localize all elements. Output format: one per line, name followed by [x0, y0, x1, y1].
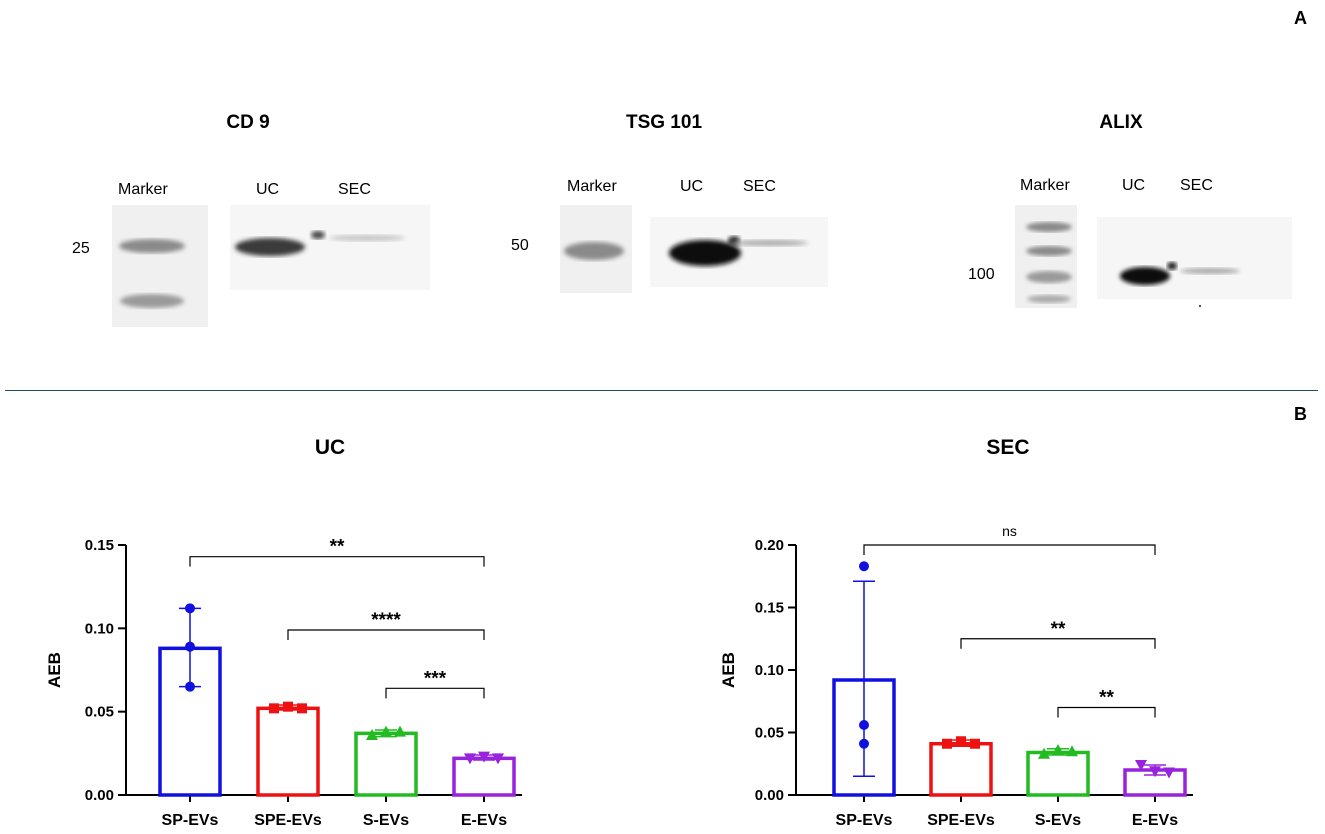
significance-label: ** — [330, 537, 345, 558]
y-tick-label: 0.15 — [85, 537, 114, 554]
x-tick-label: S-EVs — [1035, 812, 1081, 829]
chart-uc: UC 0.00 0.05 0.10 0.15 AEB SP-EVs SPE-EVs S-EVs E… — [45, 436, 522, 829]
y-tick-label: 0.15 — [755, 600, 784, 617]
bar — [256, 706, 320, 797]
x-tick-label: SPE-EVs — [254, 812, 322, 829]
bar — [354, 731, 418, 797]
data-point — [297, 703, 307, 714]
data-point — [366, 729, 378, 740]
y-tick-label: 0.20 — [755, 537, 784, 554]
y-tick-label: 0.10 — [755, 662, 784, 679]
blot-title-tsg101: TSG 101 — [625, 112, 703, 133]
x-tick-label: E-EVs — [1132, 812, 1178, 829]
y-tick-label: 0.05 — [85, 704, 114, 721]
data-point — [859, 561, 869, 572]
significance-bracket — [189, 556, 485, 567]
y-tick-label: 0.10 — [85, 620, 114, 637]
lane-label-uc: UC — [1122, 177, 1146, 194]
mw-label: 100 — [968, 266, 995, 283]
data-point — [1149, 766, 1161, 778]
lane-label-sec: SEC — [743, 178, 776, 195]
lane-label-uc: UC — [680, 178, 704, 195]
significance-bracket — [1057, 706, 1156, 718]
data-point — [1135, 760, 1147, 771]
data-point — [1052, 744, 1064, 755]
x-tick-label: SP-EVs — [836, 812, 893, 829]
blot-title-alix: ALIX — [1099, 112, 1143, 133]
data-point — [464, 753, 476, 765]
x-tick-label: SPE-EVs — [927, 812, 995, 829]
y-axis-label: AEB — [45, 652, 64, 688]
blot-title-cd9: CD 9 — [226, 112, 270, 133]
significance-label: *** — [424, 668, 447, 689]
bar — [1026, 750, 1090, 797]
significance-bracket — [287, 629, 485, 640]
mw-label: 25 — [72, 240, 90, 257]
lane-label-uc: UC — [256, 181, 280, 198]
western-blot-alix — [1015, 205, 1292, 308]
lane-label-sec: SEC — [1180, 177, 1213, 194]
significance-label: ** — [1051, 619, 1066, 640]
y-axis-label: AEB — [719, 652, 738, 688]
data-point — [1038, 747, 1050, 759]
lane-label-marker: Marker — [1020, 177, 1070, 194]
x-tick-label: SP-EVs — [162, 812, 219, 829]
data-point — [1066, 745, 1078, 757]
significance-label: ** — [1099, 688, 1114, 709]
x-tick-label: E-EVs — [461, 812, 507, 829]
western-blot-cd9 — [112, 205, 430, 327]
chart-sec: SEC 0.00 0.05 0.10 0.15 0.20 AEB SP-EVs SPE-EVs S… — [719, 436, 1193, 829]
significance-bracket — [385, 687, 485, 699]
y-tick-label: 0.05 — [755, 725, 784, 742]
significance-label: ns — [1002, 523, 1017, 539]
data-point — [394, 725, 406, 737]
lane-label-marker: Marker — [118, 181, 168, 198]
data-point — [283, 701, 293, 712]
bar — [929, 742, 993, 797]
lane-label-marker: Marker — [567, 178, 617, 195]
data-point — [492, 753, 504, 765]
data-point — [970, 738, 980, 749]
data-point — [859, 738, 869, 749]
data-point — [185, 641, 195, 652]
significance-label: **** — [371, 610, 401, 631]
significance-bracket — [960, 638, 1156, 649]
x-tick-label: S-EVs — [363, 812, 409, 829]
y-tick-label: 0.00 — [85, 787, 114, 804]
data-point — [1163, 767, 1175, 779]
y-tick-label: 0.00 — [755, 787, 784, 804]
chart-title: SEC — [986, 436, 1029, 459]
panel-b-letter: B — [1294, 404, 1307, 424]
panel-divider — [5, 390, 1318, 391]
data-point — [942, 738, 952, 749]
data-point — [380, 725, 392, 737]
lane-label-sec: SEC — [338, 181, 371, 198]
data-point — [859, 720, 869, 730]
bar — [452, 756, 516, 797]
chart-title: UC — [315, 436, 345, 459]
data-point — [185, 603, 195, 614]
data-point — [269, 703, 279, 714]
data-point — [478, 751, 490, 763]
mw-label: 50 — [511, 237, 529, 254]
western-blot-tsg101 — [560, 205, 828, 293]
panel-a-letter: A — [1294, 8, 1307, 28]
significance-bracket — [863, 544, 1156, 555]
data-point — [956, 736, 966, 747]
data-point — [185, 681, 195, 692]
